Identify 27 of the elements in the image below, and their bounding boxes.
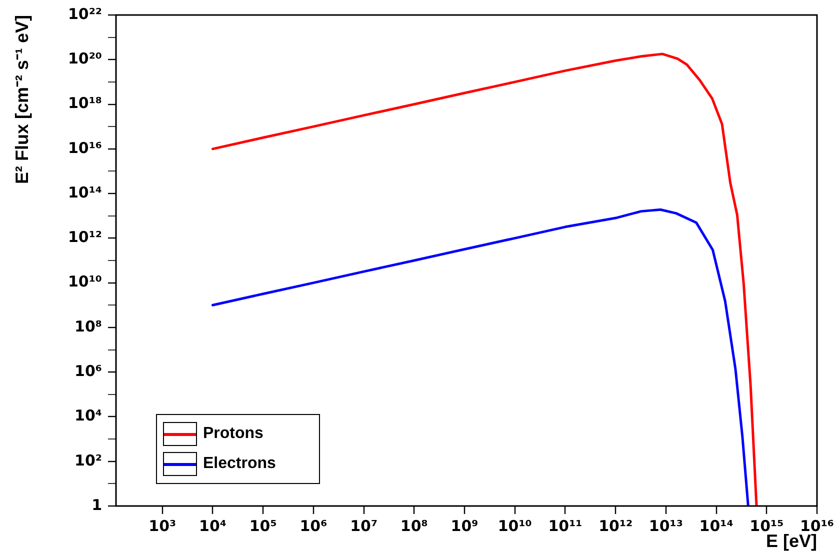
legend-label: Electrons [203,455,276,473]
y-tick-label: 10⁸ [74,317,102,336]
x-tick-label: 10⁷ [350,516,378,535]
legend-label: Protons [203,425,264,443]
x-tick-label: 10¹¹ [548,516,582,535]
x-tick-label: 10¹⁴ [699,516,734,535]
x-tick-label: 10⁵ [249,516,277,535]
y-tick-label: 10¹⁰ [68,272,102,291]
y-tick-label: 1 [92,496,102,514]
x-tick-label: 10⁶ [300,516,328,535]
y-tick-label: 10¹⁶ [68,138,102,157]
y-tick-label: 10⁶ [74,362,102,380]
x-tick-label: 10⁴ [199,516,226,535]
x-tick-label: 10³ [148,516,176,535]
x-tick-label: 10¹² [598,516,633,535]
y-axis-title: E² Flux [cm⁻² s⁻¹ eV] [12,15,32,184]
y-tick-label: 10²² [68,4,102,23]
x-tick-label: 10¹⁰ [498,516,532,535]
y-tick-label: 10² [74,451,102,470]
y-tick-label: 10²⁰ [68,50,102,68]
x-tick-label: 10⁹ [450,516,478,535]
x-tick-label: 10¹³ [648,516,683,535]
y-tick-label: 10¹² [68,228,102,246]
y-tick-label: 10¹⁴ [68,183,102,202]
x-tick-label: 10⁸ [400,516,428,535]
y-tick-label: 10⁴ [74,406,102,425]
y-tick-label: 10¹⁸ [68,94,102,112]
